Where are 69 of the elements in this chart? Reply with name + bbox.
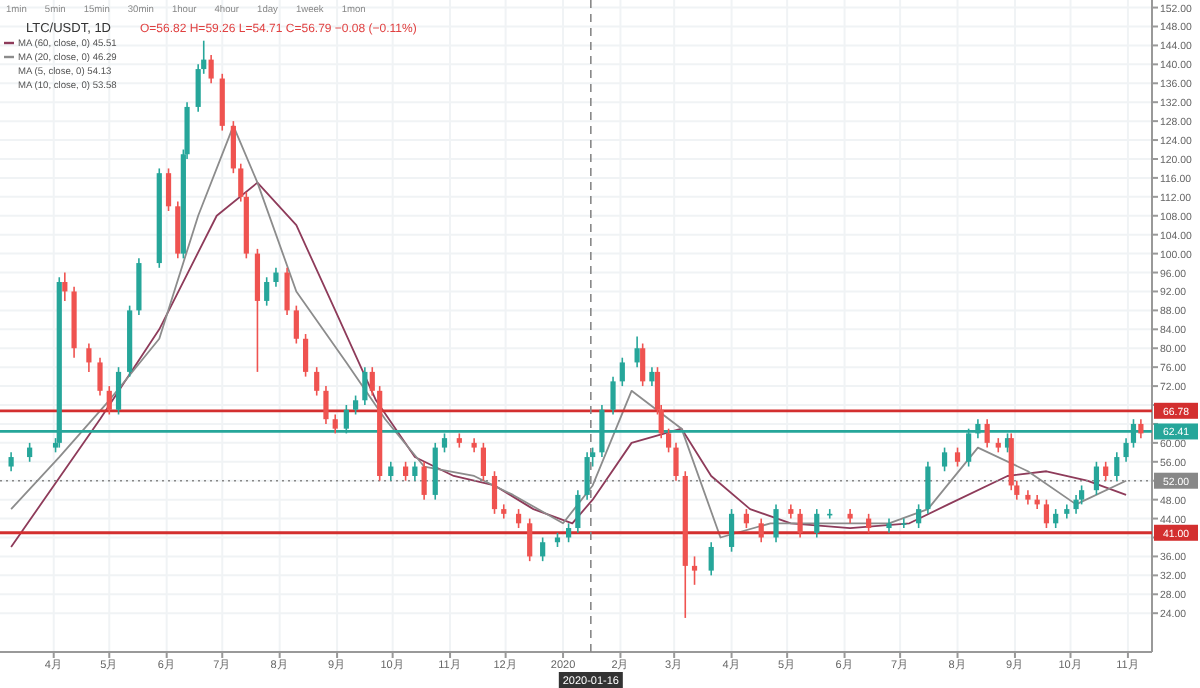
candlestick [1053, 508, 1059, 529]
candlestick [584, 451, 590, 501]
candlestick [610, 375, 616, 416]
candlestick [619, 356, 625, 387]
candlestick [432, 442, 438, 501]
line-series [10, 181, 1127, 548]
candlestick [208, 54, 214, 85]
candlestick [8, 451, 14, 473]
candlestick [708, 541, 714, 577]
candlestick [540, 536, 546, 562]
candlestick [27, 442, 33, 463]
candlestick [369, 366, 375, 397]
candlestick [219, 73, 225, 132]
candlestick [403, 460, 409, 482]
candlestick [984, 418, 990, 449]
candlestick [866, 513, 872, 534]
candlestick [941, 446, 948, 473]
candlestick [1093, 460, 1100, 496]
candlestick [136, 257, 142, 316]
candlestick [254, 248, 261, 373]
candlestick [106, 385, 112, 416]
candlestick [649, 366, 655, 387]
candlestick [691, 555, 698, 586]
candlestick [797, 508, 803, 539]
candlestick [1138, 418, 1144, 439]
candlestick [515, 508, 522, 529]
candlestick [165, 167, 172, 212]
candlestick [480, 442, 486, 482]
candlestick [634, 335, 640, 368]
candlestick [175, 200, 181, 260]
candlestick [814, 508, 820, 539]
candlestick [362, 366, 368, 406]
candlestick [773, 503, 779, 544]
candlestick [565, 522, 572, 544]
candlestick [314, 366, 320, 397]
candlestick [353, 394, 359, 416]
candlestick [421, 460, 427, 501]
candlestick [916, 503, 922, 529]
candlestick [1103, 460, 1109, 482]
candlestick [97, 356, 103, 397]
candlestick [230, 120, 236, 174]
candlestick [273, 267, 279, 288]
candlestick [901, 517, 907, 529]
candlestick [743, 508, 749, 529]
candlestick [302, 333, 309, 378]
candlestick [293, 304, 299, 345]
candlestick [264, 276, 270, 307]
candlestick [673, 442, 679, 482]
candlestick [954, 446, 961, 468]
candlestick [640, 342, 646, 387]
candlestick [86, 342, 92, 373]
candlestick [323, 385, 329, 425]
candlestick [758, 517, 764, 544]
candlestick [666, 427, 672, 454]
candlestick [925, 460, 931, 515]
candlestick [62, 271, 68, 302]
candlestick [1123, 437, 1129, 463]
candlestick [115, 366, 122, 416]
candlestick [527, 517, 533, 562]
candlestick [388, 460, 394, 482]
candlestick [412, 460, 418, 482]
candlestick [284, 267, 290, 316]
candlestick [491, 470, 498, 515]
candlestick [332, 413, 338, 435]
candlestick [728, 508, 735, 553]
candlestick [1043, 498, 1050, 529]
candlestick [1079, 484, 1085, 506]
candlestick [1114, 451, 1120, 482]
candlestick [575, 489, 581, 534]
